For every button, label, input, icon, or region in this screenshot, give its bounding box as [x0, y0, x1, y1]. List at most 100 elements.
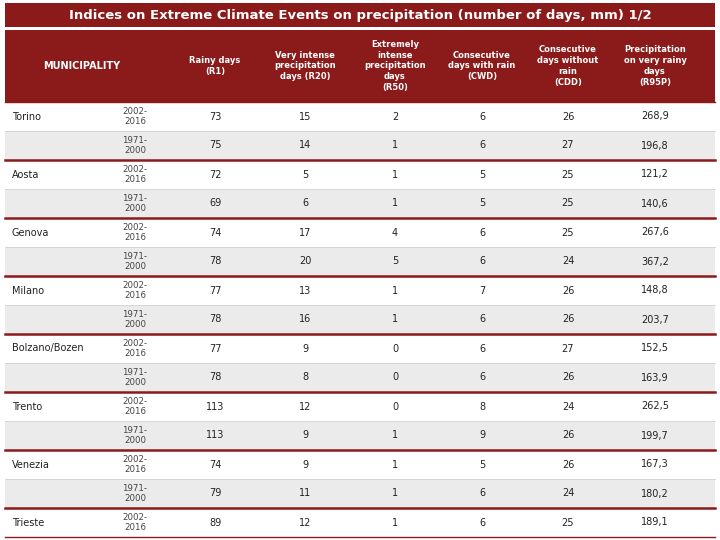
- Text: 1: 1: [392, 460, 398, 469]
- Text: 113: 113: [206, 430, 224, 441]
- Text: 148,8: 148,8: [642, 286, 669, 295]
- Text: 74: 74: [209, 460, 221, 469]
- Text: 26: 26: [562, 314, 574, 325]
- Text: 140,6: 140,6: [642, 199, 669, 208]
- Text: 8: 8: [479, 402, 485, 411]
- Text: 73: 73: [209, 111, 221, 122]
- Text: 1: 1: [392, 286, 398, 295]
- Text: 167,3: 167,3: [641, 460, 669, 469]
- Text: 1: 1: [392, 199, 398, 208]
- Text: 5: 5: [479, 460, 485, 469]
- Text: 77: 77: [209, 343, 221, 354]
- Text: 152,5: 152,5: [641, 343, 669, 354]
- Text: 25: 25: [562, 199, 575, 208]
- Text: 25: 25: [562, 517, 575, 528]
- Text: 2002-
2016: 2002- 2016: [122, 281, 148, 300]
- FancyBboxPatch shape: [5, 247, 715, 276]
- Text: 6: 6: [479, 373, 485, 382]
- Text: 77: 77: [209, 286, 221, 295]
- Text: 2002-
2016: 2002- 2016: [122, 397, 148, 416]
- Text: 8: 8: [302, 373, 308, 382]
- Text: 6: 6: [302, 199, 308, 208]
- Text: 15: 15: [299, 111, 311, 122]
- Text: 25: 25: [562, 227, 575, 238]
- Text: 1971-
2000: 1971- 2000: [122, 310, 148, 329]
- FancyBboxPatch shape: [5, 450, 715, 479]
- Text: 24: 24: [562, 256, 574, 267]
- Text: Consecutive
days without
rain
(CDD): Consecutive days without rain (CDD): [537, 45, 599, 86]
- FancyBboxPatch shape: [5, 131, 715, 160]
- Text: 196,8: 196,8: [642, 140, 669, 151]
- FancyBboxPatch shape: [5, 334, 715, 363]
- Text: 1971-
2000: 1971- 2000: [122, 252, 148, 271]
- Text: 78: 78: [209, 373, 221, 382]
- Text: 1: 1: [392, 314, 398, 325]
- FancyBboxPatch shape: [5, 30, 715, 102]
- Text: 180,2: 180,2: [641, 489, 669, 498]
- Text: 6: 6: [479, 227, 485, 238]
- FancyBboxPatch shape: [5, 508, 715, 537]
- Text: 78: 78: [209, 314, 221, 325]
- Text: 24: 24: [562, 402, 574, 411]
- Text: 199,7: 199,7: [641, 430, 669, 441]
- Text: 27: 27: [562, 343, 575, 354]
- Text: 2002-
2016: 2002- 2016: [122, 513, 148, 532]
- Text: 0: 0: [392, 373, 398, 382]
- FancyBboxPatch shape: [5, 392, 715, 421]
- Text: 74: 74: [209, 227, 221, 238]
- Text: 26: 26: [562, 286, 574, 295]
- Text: 5: 5: [479, 199, 485, 208]
- Text: 6: 6: [479, 314, 485, 325]
- Text: Very intense
precipitation
days (R20): Very intense precipitation days (R20): [274, 51, 336, 81]
- Text: 5: 5: [479, 170, 485, 179]
- Text: 27: 27: [562, 140, 575, 151]
- Text: 1971-
2000: 1971- 2000: [122, 484, 148, 503]
- Text: Trieste: Trieste: [12, 517, 44, 528]
- FancyBboxPatch shape: [5, 421, 715, 450]
- Text: Indices on Extreme Climate Events on precipitation (number of days, mm) 1/2: Indices on Extreme Climate Events on pre…: [68, 9, 652, 22]
- Text: Consecutive
days with rain
(CWD): Consecutive days with rain (CWD): [449, 51, 516, 81]
- Text: 7: 7: [479, 286, 485, 295]
- Text: 4: 4: [392, 227, 398, 238]
- FancyBboxPatch shape: [5, 479, 715, 508]
- Text: 367,2: 367,2: [641, 256, 669, 267]
- Text: Aosta: Aosta: [12, 170, 40, 179]
- Text: 26: 26: [562, 430, 574, 441]
- Text: 1: 1: [392, 430, 398, 441]
- Text: Genova: Genova: [12, 227, 50, 238]
- Text: 121,2: 121,2: [641, 170, 669, 179]
- Text: Milano: Milano: [12, 286, 44, 295]
- Text: 9: 9: [302, 430, 308, 441]
- Text: 14: 14: [299, 140, 311, 151]
- Text: Venezia: Venezia: [12, 460, 50, 469]
- FancyBboxPatch shape: [5, 160, 715, 189]
- Text: Bolzano/Bozen: Bolzano/Bozen: [12, 343, 84, 354]
- Text: Torino: Torino: [12, 111, 41, 122]
- Text: 2002-
2016: 2002- 2016: [122, 455, 148, 474]
- Text: Trento: Trento: [12, 402, 42, 411]
- Text: Extremely
intense
precipitation
days
(R50): Extremely intense precipitation days (R5…: [364, 40, 426, 92]
- Text: 11: 11: [299, 489, 311, 498]
- FancyBboxPatch shape: [5, 189, 715, 218]
- Text: 16: 16: [299, 314, 311, 325]
- Text: 69: 69: [209, 199, 221, 208]
- Text: 1971-
2000: 1971- 2000: [122, 136, 148, 155]
- Text: 2002-
2016: 2002- 2016: [122, 223, 148, 242]
- Text: 262,5: 262,5: [641, 402, 669, 411]
- Text: 89: 89: [209, 517, 221, 528]
- Text: 12: 12: [299, 402, 311, 411]
- Text: 1: 1: [392, 517, 398, 528]
- Text: 6: 6: [479, 256, 485, 267]
- Text: 6: 6: [479, 111, 485, 122]
- Text: 2002-
2016: 2002- 2016: [122, 339, 148, 358]
- Text: 9: 9: [479, 430, 485, 441]
- Text: 75: 75: [209, 140, 221, 151]
- Text: 0: 0: [392, 402, 398, 411]
- Text: Rainy days
(R1): Rainy days (R1): [189, 56, 240, 76]
- Text: 26: 26: [562, 460, 574, 469]
- Text: 189,1: 189,1: [642, 517, 669, 528]
- Text: 2002-
2016: 2002- 2016: [122, 165, 148, 184]
- Text: 26: 26: [562, 373, 574, 382]
- Text: 203,7: 203,7: [641, 314, 669, 325]
- Text: 1971-
2000: 1971- 2000: [122, 368, 148, 387]
